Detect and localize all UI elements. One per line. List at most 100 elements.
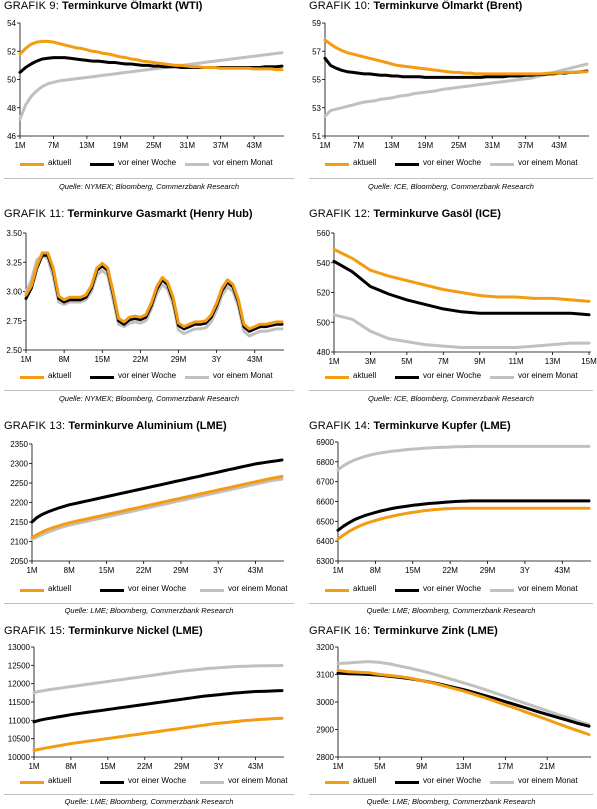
legend-label: aktuell — [48, 158, 72, 167]
chart-legend: aktuell vor einer Woche vor einem Monat — [325, 584, 595, 596]
x-tick-label: 17M — [498, 762, 514, 771]
x-tick-label: 29M — [174, 762, 190, 771]
line-chart: 2.50 2.75 3.00 3.25 3.50 1M 8M 15M 22M 29M 3Y 43M — [6, 229, 284, 364]
y-tick-label: 6800 — [316, 458, 334, 467]
y-tick-label: 10000 — [8, 753, 31, 762]
x-tick-label: 43M — [246, 141, 262, 150]
legend-label: vor einer Woche — [118, 158, 177, 167]
x-tick-label: 21M — [539, 762, 555, 771]
chart-title: GRAFIK 10: Terminkurve Ölmarkt (Brent) — [309, 0, 522, 12]
legend-swatch — [490, 589, 514, 592]
chart-title: GRAFIK 11: Terminkurve Gasmarkt (Henry H… — [4, 208, 253, 220]
y-tick-label: 3.50 — [6, 229, 22, 238]
x-tick-label: 3M — [365, 357, 376, 366]
y-tick-label: 3.25 — [6, 258, 22, 267]
x-tick-label: 15M — [405, 566, 421, 575]
y-tick-label: 6300 — [316, 557, 334, 566]
chart-legend: aktuell vor einer Woche vor einem Monat — [20, 371, 290, 383]
y-tick-label: 6700 — [316, 478, 334, 487]
y-tick-label: 2300 — [10, 460, 28, 469]
x-tick-label: 37M — [213, 141, 229, 150]
x-tick-label: 25M — [451, 141, 467, 150]
y-tick-label: 560 — [317, 229, 331, 238]
divider — [4, 794, 294, 795]
legend-swatch — [325, 589, 349, 592]
x-tick-label: 22M — [133, 355, 149, 364]
chart-title: GRAFIK 14: Terminkurve Kupfer (LME) — [309, 420, 511, 432]
legend-label: vor einem Monat — [213, 158, 273, 167]
legend-swatch — [20, 781, 44, 784]
x-tick-label: 1M — [332, 566, 343, 575]
x-tick-label: 19M — [113, 141, 129, 150]
x-tick-label: 19M — [418, 141, 434, 150]
legend-label: aktuell — [353, 584, 377, 593]
y-tick-label: 59 — [312, 19, 321, 28]
legend-label: vor einem Monat — [518, 158, 578, 167]
legend-swatch — [90, 163, 114, 166]
divider — [4, 390, 294, 391]
x-tick-label: 43M — [248, 566, 264, 575]
x-tick-label: 8M — [64, 566, 75, 575]
legend-swatch — [490, 376, 514, 379]
legend-swatch — [100, 589, 124, 592]
x-tick-label: 7M — [48, 141, 59, 150]
y-tick-label: 540 — [317, 259, 331, 268]
chart-source: Quelle: NYMEX; Bloomberg, Commerzbank Re… — [58, 394, 240, 403]
legend-label: aktuell — [48, 776, 72, 785]
x-tick-label: 31M — [179, 141, 195, 150]
y-tick-label: 3200 — [316, 643, 334, 652]
legend-label: vor einer Woche — [423, 584, 482, 593]
legend-swatch — [395, 781, 419, 784]
divider — [309, 178, 593, 179]
line-chart: 6300 6400 6500 6600 6700 6800 6900 1M 8M 15M 22M 29… — [316, 438, 591, 575]
x-tick-label: 15M — [99, 566, 115, 575]
x-tick-label: 43M — [551, 141, 567, 150]
divider — [309, 603, 593, 604]
series-line-woche — [30, 458, 284, 524]
legend-swatch — [90, 376, 114, 379]
x-tick-label: 3Y — [520, 566, 530, 575]
y-tick-label: 55 — [312, 76, 321, 85]
legend-label: vor einer Woche — [118, 371, 177, 380]
x-tick-label: 29M — [173, 566, 189, 575]
x-tick-label: 13M — [456, 762, 472, 771]
x-tick-label: 15M — [100, 762, 116, 771]
legend-label: vor einer Woche — [128, 584, 187, 593]
y-tick-label: 520 — [317, 289, 331, 298]
legend-label: vor einem Monat — [228, 776, 288, 785]
series-line-aktuell — [332, 247, 591, 303]
legend-swatch — [325, 163, 349, 166]
chart-prefix: GRAFIK 16: — [309, 625, 371, 637]
x-tick-label: 1M — [14, 141, 25, 150]
x-tick-label: 8M — [59, 355, 70, 364]
y-tick-label: 6900 — [316, 438, 334, 447]
y-tick-label: 2200 — [10, 499, 28, 508]
legend-label: vor einer Woche — [423, 158, 482, 167]
y-tick-label: 2150 — [10, 518, 28, 527]
y-tick-label: 12500 — [8, 661, 31, 670]
y-tick-label: 2.50 — [6, 346, 22, 355]
x-tick-label: 1M — [319, 141, 330, 150]
x-tick-label: 9M — [474, 357, 485, 366]
legend-swatch — [325, 781, 349, 784]
divider — [4, 178, 294, 179]
y-tick-label: 11000 — [8, 716, 30, 725]
chart-legend: aktuell vor einer Woche vor einem Monat — [325, 371, 595, 383]
chart-legend: aktuell vor einer Woche vor einem Monat — [20, 776, 290, 788]
legend-label: aktuell — [353, 371, 377, 380]
chart-title-text: Terminkurve Nickel (LME) — [68, 625, 203, 637]
y-tick-label: 2350 — [10, 440, 28, 449]
y-tick-label: 2100 — [10, 538, 28, 547]
chart-title-text: Terminkurve Gasmarkt (Henry Hub) — [67, 208, 253, 220]
x-tick-label: 29M — [480, 566, 496, 575]
y-tick-label: 2.75 — [6, 317, 22, 326]
y-tick-label: 2250 — [10, 479, 28, 488]
chart-title-text: Terminkurve Kupfer (LME) — [373, 420, 511, 432]
chart-prefix: GRAFIK 11: — [4, 208, 65, 220]
x-tick-label: 22M — [136, 566, 152, 575]
chart-panel-14: GRAFIK 14: Terminkurve Kupfer (LME) 6300… — [305, 420, 597, 620]
chart-title-text: Terminkurve Ölmarkt (Brent) — [373, 0, 523, 12]
x-tick-label: 8M — [370, 566, 381, 575]
chart-prefix: GRAFIK 13: — [4, 420, 66, 432]
chart-legend: aktuell vor einer Woche vor einem Monat — [20, 158, 290, 170]
